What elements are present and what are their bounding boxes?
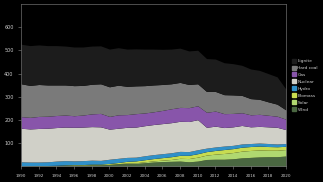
- Legend: Lignite, Hard coal, Gas, Nuclear, Hydro, Biomass, Solar, Wind: Lignite, Hard coal, Gas, Nuclear, Hydro,…: [291, 58, 319, 113]
